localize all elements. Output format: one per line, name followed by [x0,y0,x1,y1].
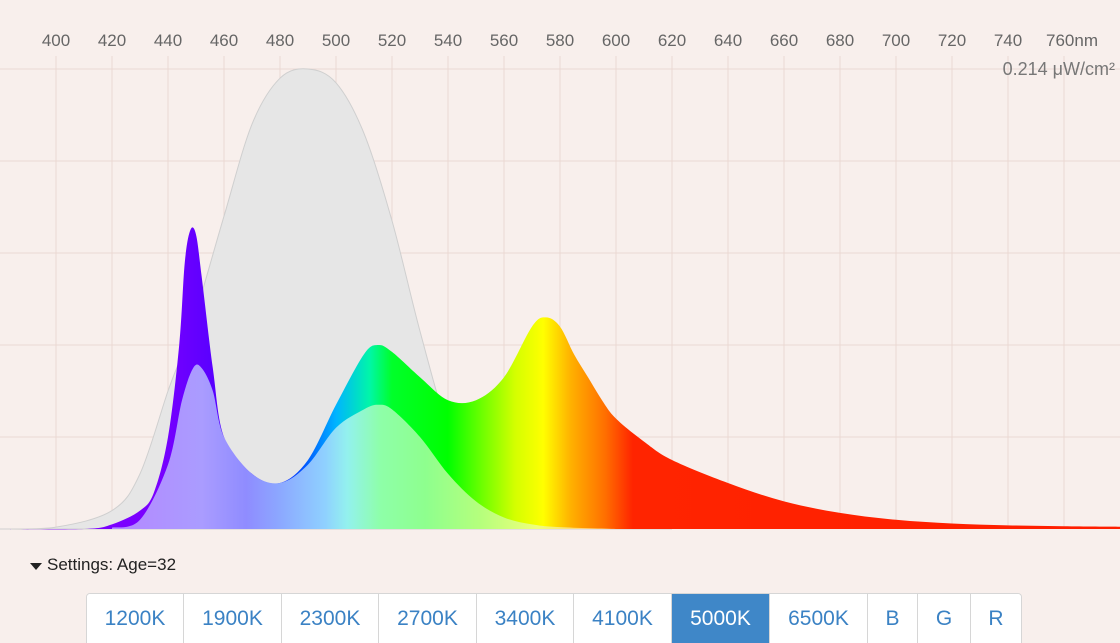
x-tick-label: 620 [658,31,686,50]
x-tick-label: 660 [770,31,798,50]
spectrum-chart: 400 420 440 460 480 500 520 540 560 580 600 620 640 6… [0,31,1120,530]
chart-areas [0,68,1120,530]
x-tick-label: 760nm [1046,31,1098,50]
x-tick-label: 580 [546,31,574,50]
x-tick-label: 420 [98,31,126,50]
x-tick-label: 720 [938,31,966,50]
x-tick-label: 400 [42,31,70,50]
preset-button-b[interactable]: B [868,594,918,643]
x-tick-label: 500 [322,31,350,50]
x-tick-label: 480 [266,31,294,50]
x-tick-label: 700 [882,31,910,50]
preset-button-r[interactable]: R [971,594,1021,643]
caret-down-icon [30,562,42,570]
preset-button-2700k[interactable]: 2700K [379,594,477,643]
preset-button-2300k[interactable]: 2300K [282,594,379,643]
preset-button-4100k[interactable]: 4100K [574,594,672,643]
x-axis-ticks: 400 420 440 460 480 500 520 540 560 580 600 620 640 6… [42,31,1098,50]
settings-toggle[interactable]: Settings: Age=32 [30,555,176,575]
x-tick-label: 640 [714,31,742,50]
x-tick-label: 560 [490,31,518,50]
x-tick-label: 740 [994,31,1022,50]
series-spectrum [0,227,1120,530]
preset-button-1900k[interactable]: 1900K [184,594,282,643]
preset-button-g[interactable]: G [918,594,971,643]
irradiance-readout: 0.214 μW/cm² [1002,59,1115,79]
settings-label: Settings: Age=32 [47,555,177,574]
x-tick-label: 520 [378,31,406,50]
x-tick-label: 540 [434,31,462,50]
series-reference_overlap [112,364,616,529]
preset-button-5000k[interactable]: 5000K [672,594,770,643]
x-tick-label: 680 [826,31,854,50]
preset-button-1200k[interactable]: 1200K [87,594,184,643]
x-tick-label: 460 [210,31,238,50]
x-tick-label: 600 [602,31,630,50]
preset-button-6500k[interactable]: 6500K [770,594,868,643]
preset-button-3400k[interactable]: 3400K [477,594,574,643]
preset-button-group: 1200K 1900K 2300K 2700K 3400K 4100K 5000K 6500K… [86,593,1022,643]
x-tick-label: 440 [154,31,182,50]
